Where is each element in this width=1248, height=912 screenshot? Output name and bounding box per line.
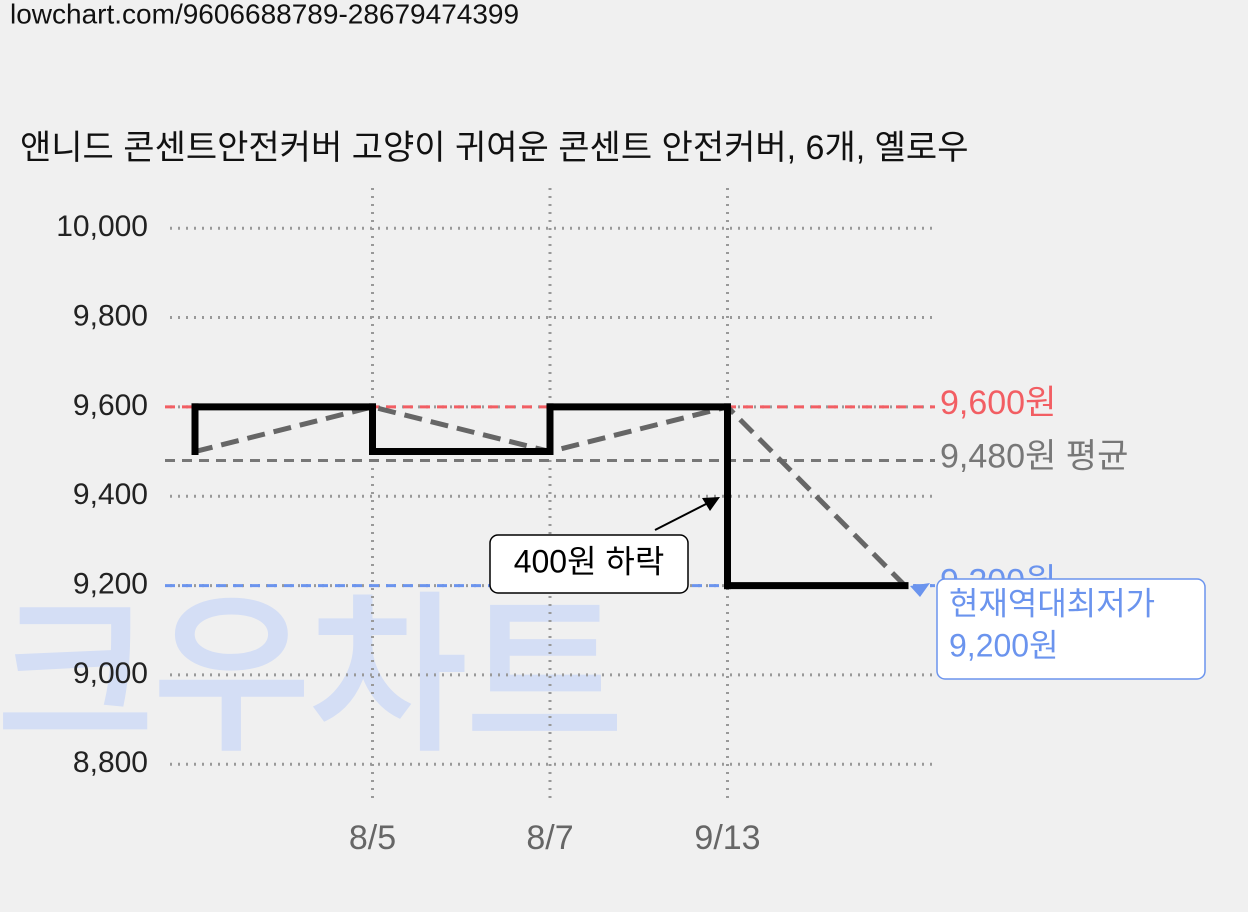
callout-text: 9,200원 [949,627,1059,663]
watermark: 크우차트 [0,582,623,772]
step-line [191,403,909,590]
reference-label: 9,600원 [940,384,1056,422]
y-tick-label: 9,400 [73,478,148,511]
y-tick-label: 9,200 [73,567,148,600]
x-tick-label: 9/13 [694,819,760,857]
x-tick-label: 8/5 [349,819,396,857]
arrow-head [702,497,720,511]
url: lowchart.com/9606688789-28679474399 [10,0,519,29]
annotation-box [489,534,689,594]
callout-text: 현재역대최저가 [949,585,1155,621]
x-tick-label: 8/7 [526,819,573,857]
reference-label: 9,480원 평균 [940,437,1128,475]
y-tick-label: 9,000 [73,657,148,690]
annotation-arrow [654,502,709,531]
callout-arrow [910,583,930,597]
chart-title: 앤니드 콘센트안전커버 고양이 귀여운 콘센트 안전커버, 6개, 옐로우 [20,129,968,167]
y-tick-label: 9,600 [73,389,148,422]
y-tick-label: 10,000 [56,210,148,243]
y-tick-label: 8,800 [73,746,148,779]
annotation-text: 400원 하락 [514,543,665,579]
y-tick-label: 9,800 [73,299,148,332]
callout-box [936,578,1206,680]
